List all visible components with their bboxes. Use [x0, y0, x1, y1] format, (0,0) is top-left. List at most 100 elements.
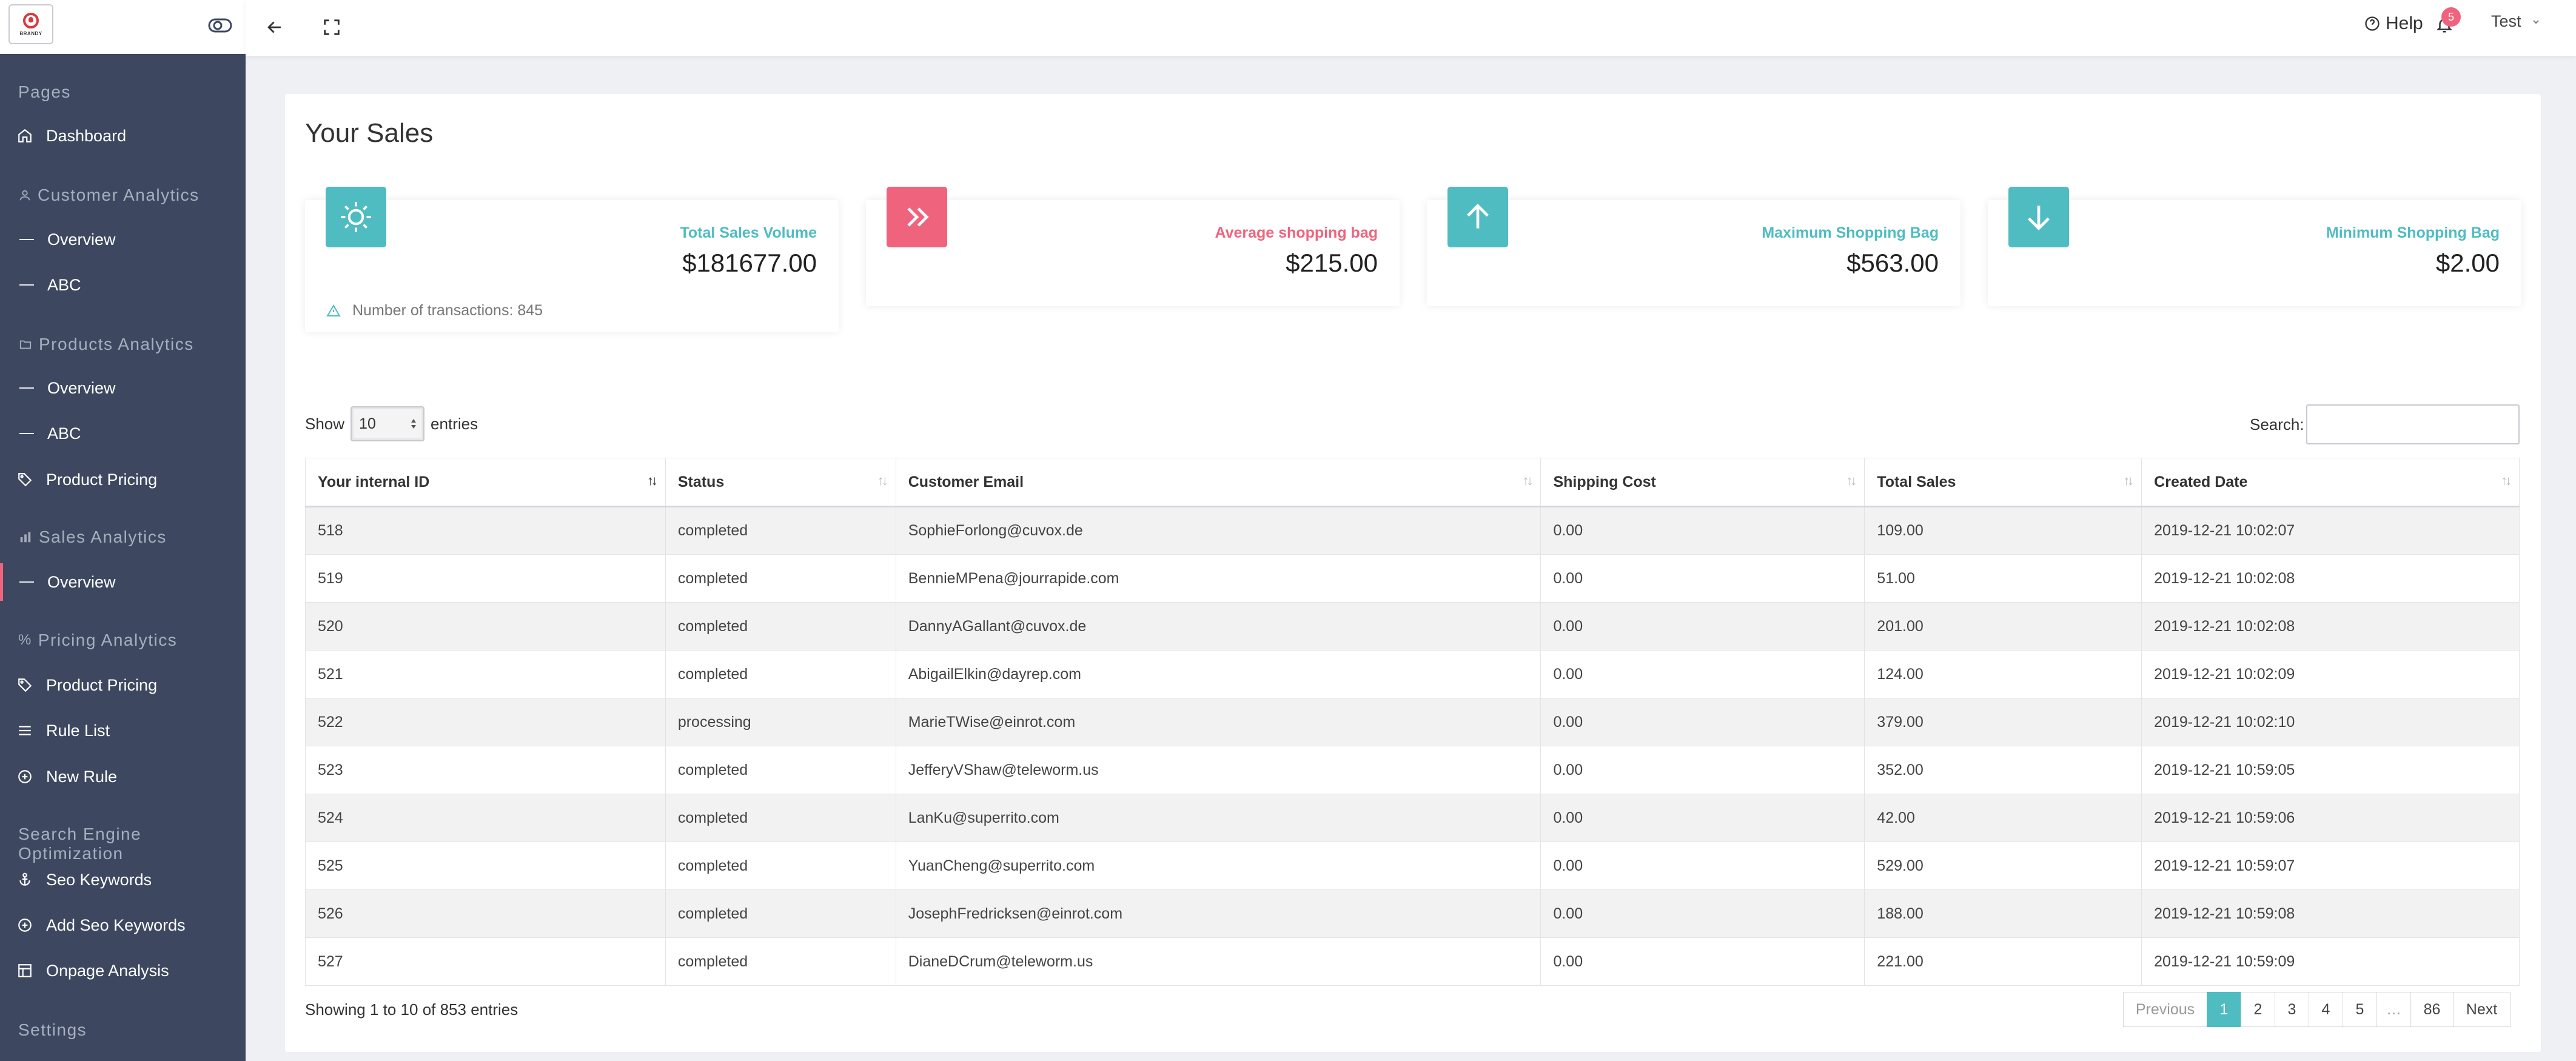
cell-email: SophieForlong@cuvox.de: [895, 506, 1541, 555]
cell-total: 221.00: [1864, 937, 2142, 986]
stat-icon-box: [1447, 187, 1508, 247]
sidebar-item-label: New Rule: [46, 767, 118, 786]
sidebar-item-sales-overview[interactable]: Overview: [0, 563, 246, 601]
sidebar-item-label: Product Pricing: [46, 675, 158, 694]
sidebar-brand: BRANDY: [0, 0, 246, 56]
sidebar-item-label: Overview: [47, 230, 116, 249]
help-button[interactable]: Help: [2364, 13, 2423, 34]
sidebar-toggle-icon[interactable]: [208, 16, 232, 38]
page-button-2[interactable]: 2: [2241, 992, 2275, 1027]
cell-shipping: 0.00: [1540, 506, 1865, 555]
sidebar-item-onpage-analysis[interactable]: Onpage Analysis: [0, 952, 246, 989]
sidebar-item-add-seo-keywords[interactable]: Add Seo Keywords: [0, 906, 246, 944]
section-label: Products Analytics: [39, 335, 194, 353]
page-button-1[interactable]: 1: [2207, 992, 2241, 1027]
cell-id: 518: [305, 506, 666, 555]
sidebar-item-seo-keywords[interactable]: Seo Keywords: [0, 861, 246, 899]
page-button-5[interactable]: 5: [2343, 992, 2377, 1027]
cell-total: 124.00: [1864, 650, 2142, 698]
back-arrow-icon[interactable]: [264, 17, 285, 41]
table-header-row: Your internal ID ↑↓ Status ↑↓ Customer Ema…: [305, 458, 2520, 507]
plus-circle-icon: [18, 770, 32, 783]
sidebar-section-pricing-analytics: % Pricing Analytics: [18, 631, 177, 650]
user-icon: [19, 190, 30, 201]
column-header-shipping-cost[interactable]: Shipping Cost ↑↓: [1540, 458, 1865, 507]
sort-icon: ↑↓: [1522, 473, 1533, 488]
cell-total: 201.00: [1864, 602, 2142, 651]
plus-circle-icon: [18, 919, 32, 932]
page-button-86[interactable]: 86: [2410, 992, 2454, 1027]
cell-status: completed: [665, 842, 896, 890]
cell-id: 524: [305, 794, 666, 842]
sidebar-item-customer-overview[interactable]: Overview: [0, 221, 246, 258]
column-header-label: Total Sales: [1877, 473, 1956, 490]
entries-length-control: Show 10 entries: [305, 406, 478, 441]
entries-select-value: 10: [359, 415, 376, 432]
percent-icon: %: [18, 632, 32, 648]
cell-id: 526: [305, 889, 666, 938]
cell-shipping: 0.00: [1540, 937, 1865, 986]
notification-badge: 5: [2441, 7, 2461, 27]
column-header-label: Shipping Cost: [1553, 473, 1656, 490]
page-button-4[interactable]: 4: [2309, 992, 2343, 1027]
sidebar-item-label: Dashboard: [46, 126, 127, 145]
column-header-created-date[interactable]: Created Date ↑↓: [2141, 458, 2520, 507]
cell-status: completed: [665, 506, 896, 555]
stat-label: Average shopping bag: [1215, 224, 1378, 241]
user-name: Test: [2491, 12, 2521, 30]
column-header-label: Customer Email: [908, 473, 1024, 490]
cell-status: completed: [665, 554, 896, 603]
cell-total: 109.00: [1864, 506, 2142, 555]
cell-id: 527: [305, 937, 666, 986]
search-input[interactable]: [2306, 404, 2520, 444]
user-menu[interactable]: Test: [2491, 12, 2541, 31]
sun-icon: [341, 202, 371, 232]
tag-icon: [18, 473, 32, 487]
column-header-total-sales[interactable]: Total Sales ↑↓: [1864, 458, 2142, 507]
sort-asc-icon: ↑↓: [646, 473, 658, 488]
sidebar-item-label: Seo Keywords: [46, 870, 152, 889]
cell-id: 523: [305, 746, 666, 794]
sidebar-item-label: Onpage Analysis: [46, 961, 169, 980]
page-button-3[interactable]: 3: [2275, 992, 2309, 1027]
column-header-internal-id[interactable]: Your internal ID ↑↓: [305, 458, 666, 507]
dash-icon: [19, 433, 34, 434]
sidebar-item-dashboard[interactable]: Dashboard: [0, 117, 246, 155]
cell-id: 520: [305, 602, 666, 651]
stat-value: $563.00: [1846, 249, 1939, 277]
stat-icon-box: [326, 187, 386, 247]
column-header-customer-email[interactable]: Customer Email ↑↓: [895, 458, 1541, 507]
column-header-status[interactable]: Status ↑↓: [665, 458, 896, 507]
sidebar-item-new-rule[interactable]: New Rule: [0, 758, 246, 795]
sidebar-item-rule-list[interactable]: Rule List: [0, 712, 246, 749]
sort-icon: ↑↓: [1846, 473, 1857, 488]
next-page-button[interactable]: Next: [2453, 992, 2511, 1027]
stat-card-total-sales-volume: Total Sales Volume $181677.00 Number of …: [305, 187, 839, 332]
section-label: Sales Analytics: [39, 527, 167, 546]
bar-chart-icon: [20, 532, 31, 543]
pagination: Previous 1 2 3 4 5 … 86 Next: [2123, 992, 2511, 1027]
cell-date: 2019-12-21 10:59:06: [2141, 794, 2520, 842]
entries-select[interactable]: 10: [351, 406, 425, 441]
sidebar-item-products-product-pricing[interactable]: Product Pricing: [0, 461, 246, 498]
cell-email: DianeDCrum@teleworm.us: [895, 937, 1541, 986]
sidebar-item-pricing-product-pricing[interactable]: Product Pricing: [0, 666, 246, 704]
table-row: 521 completed AbigailElkin@dayrep.com 0.00 1…: [305, 650, 2520, 698]
cell-shipping: 0.00: [1540, 650, 1865, 698]
sidebar-item-products-abc[interactable]: ABC: [0, 415, 246, 452]
sidebar-item-products-overview[interactable]: Overview: [0, 369, 246, 407]
search-label: Search:: [2250, 415, 2304, 433]
section-label: Search Engine Optimization: [18, 825, 142, 863]
column-header-label: Created Date: [2154, 473, 2248, 490]
previous-page-button[interactable]: Previous: [2123, 992, 2207, 1027]
chevron-down-icon: [2532, 19, 2539, 24]
brand-logo[interactable]: BRANDY: [8, 4, 53, 44]
fullscreen-icon[interactable]: [321, 17, 342, 41]
select-arrows-icon: [411, 419, 417, 429]
table-row: 520 completed DannyAGallant@cuvox.de 0.00 20…: [305, 602, 2520, 651]
list-icon: [19, 726, 31, 735]
sidebar-item-customer-abc[interactable]: ABC: [0, 266, 246, 304]
arrow-down-icon: [2028, 206, 2050, 230]
cell-email: JefferyVShaw@teleworm.us: [895, 746, 1541, 794]
cell-date: 2019-12-21 10:02:07: [2141, 506, 2520, 555]
